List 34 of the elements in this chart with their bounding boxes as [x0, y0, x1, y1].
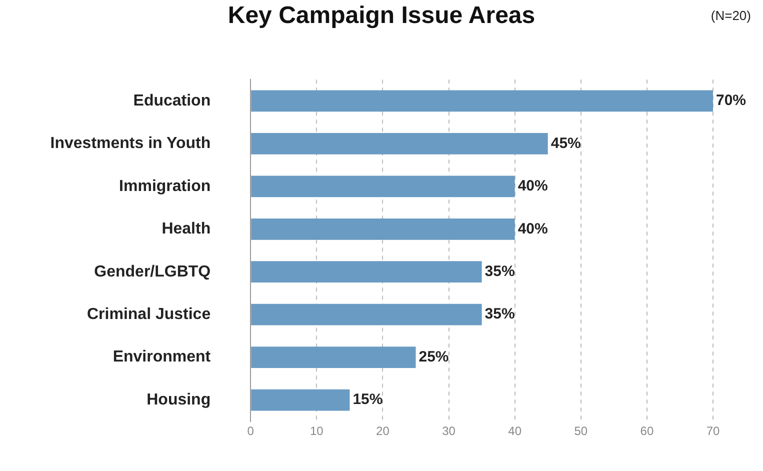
bar	[251, 218, 515, 240]
y-tick-label: Investments in Youth	[50, 135, 211, 152]
bar	[251, 346, 416, 368]
x-tick-label: 60	[640, 424, 654, 438]
y-tick-label: Criminal Justice	[87, 306, 211, 323]
bar	[251, 133, 548, 154]
data-label: 35%	[484, 263, 515, 280]
data-label: 35%	[484, 306, 515, 323]
y-tick-label: Environment	[112, 348, 212, 366]
bar	[251, 176, 515, 198]
text: (N=20)	[710, 8, 751, 23]
y-tick-label: Immigration	[119, 178, 211, 195]
data-label: 40%	[518, 178, 548, 195]
x-tick-label: 30	[442, 424, 456, 438]
data-label: 40%	[518, 220, 548, 238]
bar	[251, 304, 482, 326]
y-tick-label: Housing	[146, 391, 211, 408]
x-tick-label: 50	[574, 424, 588, 438]
y-tick-label: Health	[162, 220, 211, 238]
x-tick-label: 10	[310, 424, 324, 438]
x-tick-label: 0	[247, 424, 254, 438]
chart-title: Key Campaign Issue Areas	[228, 2, 536, 29]
y-tick-label: Gender/LGBTQ	[94, 263, 211, 280]
bar	[251, 90, 713, 112]
bar	[251, 261, 482, 283]
data-label: 15%	[352, 391, 383, 408]
x-tick-label: 20	[376, 424, 390, 438]
y-tick-label: Education	[133, 92, 211, 110]
data-label: 45%	[550, 134, 581, 152]
x-tick-label: 40	[508, 424, 522, 438]
x-tick-label: 70	[706, 424, 720, 438]
data-label: 70%	[716, 92, 746, 110]
data-label: 25%	[418, 348, 449, 366]
bar	[251, 389, 350, 411]
